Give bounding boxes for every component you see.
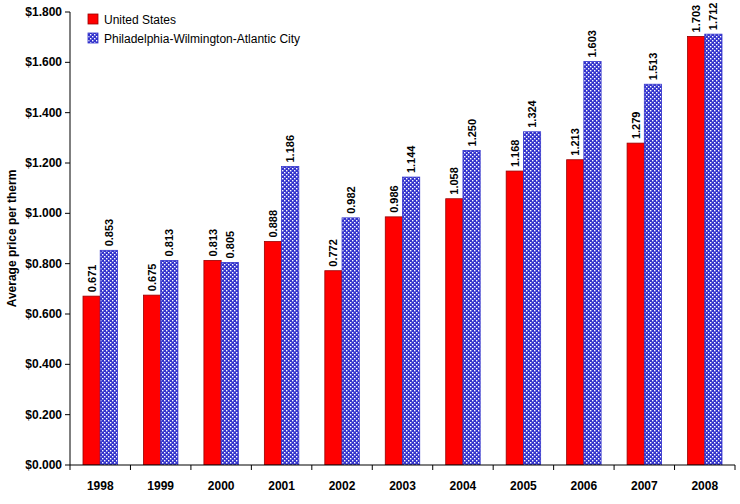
y-axis: [70, 12, 71, 465]
data-label: 1.144: [405, 145, 417, 173]
bars: [83, 34, 722, 465]
y-tick-label: $1.600: [25, 55, 62, 69]
x-tick: [311, 465, 312, 470]
x-tick-label: 2001: [268, 479, 295, 493]
legend-label: Philadelphia-Wilmington-Atlantic City: [104, 32, 300, 46]
y-tick-label: $0.000: [25, 458, 62, 472]
bar: [325, 271, 342, 465]
y-tick: [65, 314, 70, 315]
x-tick: [130, 465, 131, 470]
y-tick-label: $1.800: [25, 5, 62, 19]
data-labels: 0.671 0.675 0.813 0.888 0.772 0.986 1.058 1.168…: [86, 3, 720, 293]
bar: [100, 250, 117, 465]
x-tick: [372, 465, 373, 470]
y-tick: [65, 414, 70, 415]
data-label: 0.888: [267, 210, 279, 238]
x-tick-label: 2008: [691, 479, 718, 493]
legend-label: United States: [104, 13, 176, 27]
x-tick: [70, 465, 71, 470]
bar: [446, 199, 463, 465]
legend: United States Philadelphia-Wilmington-Atl…: [88, 13, 300, 46]
x-tick: [190, 465, 191, 470]
data-label: 1.279: [630, 112, 642, 140]
x-tick: [735, 465, 736, 470]
bar: [161, 260, 178, 465]
y-tick-label: $0.400: [25, 357, 62, 371]
y-tick-label: $0.800: [25, 257, 62, 271]
y-tick: [65, 213, 70, 214]
legend-swatch: [88, 33, 98, 43]
bar: [342, 218, 359, 465]
x-tick: [251, 465, 252, 470]
bar: [264, 242, 281, 465]
y-tick: [65, 364, 70, 365]
bar: [506, 171, 523, 465]
data-label: 1.168: [509, 140, 521, 168]
data-label: 1.324: [526, 99, 538, 127]
data-label: 1.213: [569, 128, 581, 156]
bar: [385, 217, 402, 465]
y-tick-label: $1.400: [25, 106, 62, 120]
y-tick-label: $1.200: [25, 156, 62, 170]
bar: [83, 296, 100, 465]
y-tick: [65, 62, 70, 63]
data-label: 1.712: [707, 3, 719, 31]
data-label: 0.675: [146, 264, 158, 292]
bar: [403, 177, 420, 465]
x-tick: [674, 465, 675, 470]
y-axis-title: Average price per therm: [5, 170, 19, 308]
legend-swatch: [88, 14, 98, 24]
y-tick: [65, 465, 70, 466]
bar: [705, 34, 722, 465]
x-tick-label: 2006: [571, 479, 598, 493]
y-tick-label: $0.200: [25, 408, 62, 422]
y-tick-label: $0.600: [25, 307, 62, 321]
x-tick-label: 2003: [389, 479, 416, 493]
x-tick: [432, 465, 433, 470]
bar: [584, 62, 601, 465]
y-tick-label: $1.000: [25, 206, 62, 220]
y-tick: [65, 12, 70, 13]
bar: [644, 84, 661, 465]
x-tick: [553, 465, 554, 470]
bar: [143, 295, 160, 465]
data-label: 1.513: [647, 53, 659, 81]
data-label: 0.813: [207, 229, 219, 257]
data-label: 0.813: [163, 229, 175, 257]
bar: [567, 160, 584, 465]
x-tick-label: 1998: [87, 479, 114, 493]
y-tick: [65, 112, 70, 113]
data-label: 1.250: [466, 119, 478, 147]
data-label: 0.805: [224, 231, 236, 259]
x-tick-label: 2004: [450, 479, 477, 493]
data-label: 1.703: [690, 5, 702, 33]
bar: [688, 36, 705, 465]
x-tick-label: 2000: [208, 479, 235, 493]
x-tick-label: 2005: [510, 479, 537, 493]
x-tick: [493, 465, 494, 470]
x-tick-label: 2007: [631, 479, 658, 493]
bar: [204, 260, 221, 465]
data-label: 0.671: [86, 265, 98, 293]
bar: [627, 143, 644, 465]
x-axis: [70, 465, 735, 466]
data-label: 0.986: [388, 185, 400, 213]
y-tick: [65, 263, 70, 264]
bar: [282, 167, 299, 465]
data-label: 0.982: [345, 186, 357, 214]
bar: [463, 150, 480, 465]
data-label: 0.772: [327, 239, 339, 267]
data-label: 1.603: [586, 30, 598, 58]
x-tick-label: 1999: [147, 479, 174, 493]
y-tick: [65, 163, 70, 164]
chart: Average price per therm $0.000 $0.200 $0.40…: [0, 0, 740, 504]
x-tick: [614, 465, 615, 470]
x-tick-label: 2002: [329, 479, 356, 493]
data-label: 1.058: [448, 167, 460, 195]
bar: [523, 132, 540, 465]
data-label: 1.186: [284, 135, 296, 163]
data-label: 0.853: [103, 219, 115, 247]
bar: [221, 262, 238, 465]
